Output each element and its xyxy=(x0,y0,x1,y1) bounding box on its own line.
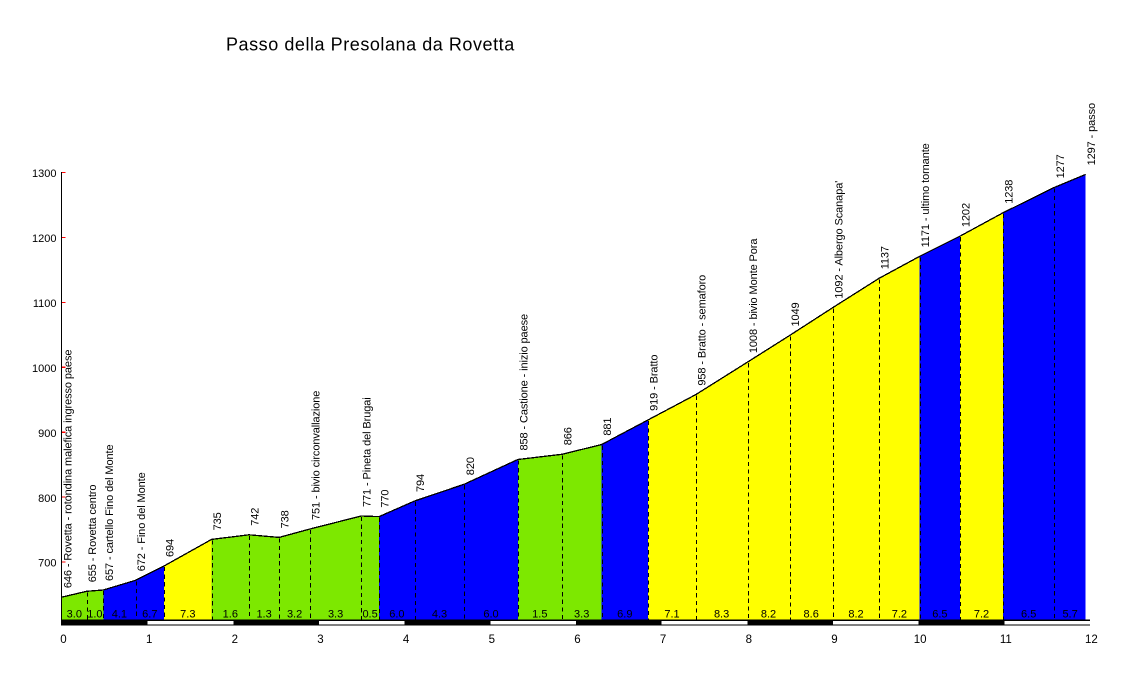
svg-text:7.2: 7.2 xyxy=(892,609,907,621)
svg-text:4.3: 4.3 xyxy=(432,609,447,621)
svg-text:1137: 1137 xyxy=(880,246,892,269)
svg-text:8.3: 8.3 xyxy=(714,609,729,621)
svg-text:3.3: 3.3 xyxy=(328,609,343,621)
svg-text:1277: 1277 xyxy=(1055,154,1067,178)
svg-text:1008 - bivio Monte Pora: 1008 - bivio Monte Pora xyxy=(748,238,760,353)
svg-text:1: 1 xyxy=(146,634,152,646)
svg-text:672 - Fino del Monte: 672 - Fino del Monte xyxy=(136,472,148,571)
svg-text:0: 0 xyxy=(60,634,66,646)
svg-text:751 - bivio circonvallazione: 751 - bivio circonvallazione xyxy=(311,391,323,520)
svg-text:8.6: 8.6 xyxy=(804,609,819,621)
svg-text:738: 738 xyxy=(280,510,292,528)
svg-text:7.1: 7.1 xyxy=(664,609,679,621)
svg-text:694: 694 xyxy=(165,539,177,557)
svg-text:700: 700 xyxy=(38,558,56,570)
svg-text:735: 735 xyxy=(212,512,224,530)
svg-text:6.5: 6.5 xyxy=(1021,609,1036,621)
svg-text:1000: 1000 xyxy=(32,363,56,375)
svg-text:Passo della Presolana da Rovet: Passo della Presolana da Rovetta xyxy=(226,35,515,55)
svg-text:770: 770 xyxy=(380,490,392,508)
svg-text:3.3: 3.3 xyxy=(574,609,589,621)
svg-text:8.2: 8.2 xyxy=(761,609,776,621)
svg-text:1.6: 1.6 xyxy=(223,609,238,621)
svg-text:6.5: 6.5 xyxy=(932,609,947,621)
svg-text:858 - Castione - inizio paese: 858 - Castione - inizio paese xyxy=(518,314,530,451)
svg-text:1297 - passo: 1297 - passo xyxy=(1086,103,1098,165)
svg-text:0.5: 0.5 xyxy=(362,609,377,621)
svg-text:771 - Pineta del Brugai: 771 - Pineta del Brugai xyxy=(362,397,374,507)
svg-text:900: 900 xyxy=(38,428,56,440)
svg-text:3.2: 3.2 xyxy=(287,609,302,621)
svg-text:6.7: 6.7 xyxy=(142,609,157,621)
svg-text:1171 - ultimo tornante: 1171 - ultimo tornante xyxy=(920,143,932,247)
svg-text:4.1: 4.1 xyxy=(112,609,127,621)
svg-text:6.0: 6.0 xyxy=(483,609,498,621)
svg-text:1.0: 1.0 xyxy=(87,609,102,621)
svg-text:11: 11 xyxy=(1000,634,1012,646)
svg-text:7.2: 7.2 xyxy=(974,609,989,621)
svg-text:1200: 1200 xyxy=(32,233,56,245)
svg-text:9: 9 xyxy=(831,634,837,646)
svg-text:10: 10 xyxy=(914,634,927,646)
svg-text:742: 742 xyxy=(250,508,262,526)
svg-text:1.5: 1.5 xyxy=(532,609,547,621)
svg-text:881: 881 xyxy=(602,418,614,436)
svg-text:958 - Bratto - semaforo: 958 - Bratto - semaforo xyxy=(696,275,708,386)
svg-text:866: 866 xyxy=(562,427,574,445)
svg-text:919 - Bratto: 919 - Bratto xyxy=(649,355,661,411)
svg-text:657 - cartello Fino del Monte: 657 - cartello Fino del Monte xyxy=(104,444,116,581)
svg-text:5: 5 xyxy=(489,634,495,646)
svg-text:5.7: 5.7 xyxy=(1062,609,1077,621)
svg-text:8: 8 xyxy=(746,634,752,646)
svg-text:820: 820 xyxy=(465,457,477,475)
svg-text:2: 2 xyxy=(232,634,238,646)
svg-text:1202: 1202 xyxy=(961,203,973,227)
svg-text:7.3: 7.3 xyxy=(180,609,195,621)
svg-text:800: 800 xyxy=(38,493,56,505)
svg-text:1049: 1049 xyxy=(790,302,802,326)
svg-text:6.9: 6.9 xyxy=(617,609,632,621)
svg-text:655 - Rovetta centro: 655 - Rovetta centro xyxy=(87,485,99,583)
svg-text:3: 3 xyxy=(317,634,323,646)
svg-text:1.3: 1.3 xyxy=(256,609,271,621)
svg-text:8.2: 8.2 xyxy=(848,609,863,621)
svg-text:3.0: 3.0 xyxy=(67,609,82,621)
svg-text:7: 7 xyxy=(660,634,666,646)
svg-text:794: 794 xyxy=(415,474,427,492)
svg-text:646 - Rovetta - rotondina male: 646 - Rovetta - rotondina malefica ingre… xyxy=(63,350,75,588)
svg-text:12: 12 xyxy=(1085,634,1098,646)
svg-text:6.0: 6.0 xyxy=(389,609,404,621)
svg-text:1100: 1100 xyxy=(33,298,57,310)
svg-text:6: 6 xyxy=(574,634,580,646)
svg-text:1300: 1300 xyxy=(32,168,56,180)
svg-text:1238: 1238 xyxy=(1004,180,1016,204)
svg-text:1092 - Albergo Scanapa': 1092 - Albergo Scanapa' xyxy=(833,181,845,299)
svg-text:4: 4 xyxy=(403,634,410,646)
